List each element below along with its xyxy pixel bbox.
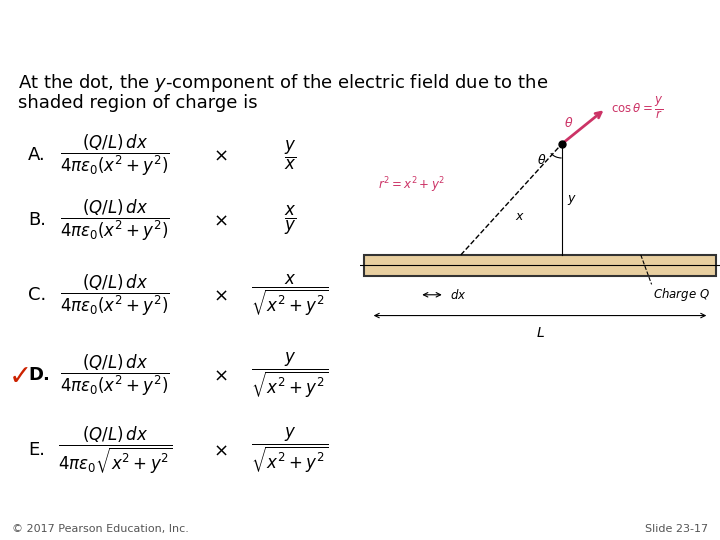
Text: $\dfrac{y}{\sqrt{x^2+y^2}}$: $\dfrac{y}{\sqrt{x^2+y^2}}$ xyxy=(251,426,328,475)
Text: shaded region of charge is: shaded region of charge is xyxy=(18,94,258,112)
Text: $dx$: $dx$ xyxy=(450,288,467,302)
Text: $L$: $L$ xyxy=(536,326,544,340)
Text: A.: A. xyxy=(28,146,46,165)
Text: C.: C. xyxy=(28,287,46,305)
Text: $\times$: $\times$ xyxy=(212,212,228,230)
Text: $\times$: $\times$ xyxy=(212,287,228,305)
Text: At the dot, the $y$-component of the electric field due to the: At the dot, the $y$-component of the ele… xyxy=(18,72,549,94)
Text: $\times$: $\times$ xyxy=(212,367,228,384)
Text: $\dfrac{(Q/L)\,dx}{4\pi\epsilon_0\sqrt{x^2+y^2}}$: $\dfrac{(Q/L)\,dx}{4\pi\epsilon_0\sqrt{x… xyxy=(58,425,172,476)
FancyBboxPatch shape xyxy=(364,255,716,276)
Text: $\dfrac{(Q/L)\,dx}{4\pi\epsilon_0(x^2+y^2)}$: $\dfrac{(Q/L)\,dx}{4\pi\epsilon_0(x^2+y^… xyxy=(60,198,170,243)
Text: $\theta$: $\theta$ xyxy=(564,116,574,130)
Text: © 2017 Pearson Education, Inc.: © 2017 Pearson Education, Inc. xyxy=(12,524,189,534)
Text: Charge $Q$: Charge $Q$ xyxy=(654,286,711,303)
Text: $\checkmark$: $\checkmark$ xyxy=(8,361,29,389)
Text: E.: E. xyxy=(28,442,45,460)
Text: $\dfrac{(Q/L)\,dx}{4\pi\epsilon_0(x^2+y^2)}$: $\dfrac{(Q/L)\,dx}{4\pi\epsilon_0(x^2+y^… xyxy=(60,133,170,178)
Text: $\theta$: $\theta$ xyxy=(537,153,546,167)
Text: $y$: $y$ xyxy=(567,193,577,206)
Text: QuickCheck 23.8: QuickCheck 23.8 xyxy=(13,16,286,44)
Text: $\dfrac{(Q/L)\,dx}{4\pi\epsilon_0(x^2+y^2)}$: $\dfrac{(Q/L)\,dx}{4\pi\epsilon_0(x^2+y^… xyxy=(60,273,170,318)
Text: $\dfrac{x}{y}$: $\dfrac{x}{y}$ xyxy=(284,204,296,237)
Text: D.: D. xyxy=(28,367,50,384)
Text: $\dfrac{y}{\sqrt{x^2+y^2}}$: $\dfrac{y}{\sqrt{x^2+y^2}}$ xyxy=(251,351,328,400)
Text: $\dfrac{y}{x}$: $\dfrac{y}{x}$ xyxy=(284,139,296,172)
Text: $x$: $x$ xyxy=(515,210,525,223)
Text: B.: B. xyxy=(28,212,46,230)
Text: $\cos\theta = \dfrac{y}{r}$: $\cos\theta = \dfrac{y}{r}$ xyxy=(611,96,664,122)
Text: $\times$: $\times$ xyxy=(212,442,228,460)
Text: $\times$: $\times$ xyxy=(212,146,228,165)
Text: $\dfrac{(Q/L)\,dx}{4\pi\epsilon_0(x^2+y^2)}$: $\dfrac{(Q/L)\,dx}{4\pi\epsilon_0(x^2+y^… xyxy=(60,353,170,398)
Text: $\dfrac{x}{\sqrt{x^2+y^2}}$: $\dfrac{x}{\sqrt{x^2+y^2}}$ xyxy=(251,273,328,318)
Text: $r^2 = x^2 + y^2$: $r^2 = x^2 + y^2$ xyxy=(378,176,445,195)
Text: Slide 23-17: Slide 23-17 xyxy=(645,524,708,534)
